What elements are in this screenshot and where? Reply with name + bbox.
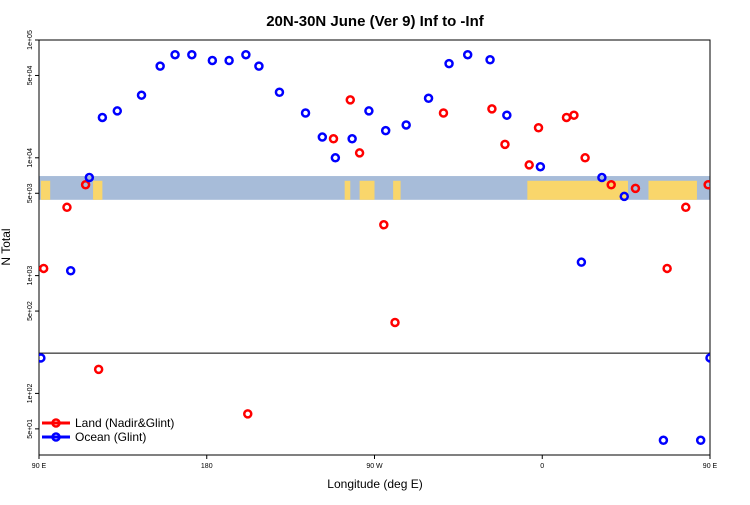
ocean-point <box>485 54 495 65</box>
y-tick-label: 5e+02 <box>27 301 34 321</box>
legend-label-land: Land (Nadir&Glint) <box>75 416 174 430</box>
ocean-point <box>380 125 391 136</box>
ocean-point <box>155 61 165 71</box>
ocean-point <box>423 93 434 104</box>
ocean-point <box>187 49 197 60</box>
ocean-point <box>39 353 46 363</box>
chart-title: 20N-30N June (Ver 9) Inf to -Inf <box>266 13 485 30</box>
ocean-point <box>317 132 328 142</box>
y-axis-label: N Total <box>0 228 13 265</box>
ocean-point <box>401 120 411 130</box>
series-land <box>39 95 727 419</box>
map-land <box>393 180 401 200</box>
y-tick-label: 5e+03 <box>27 183 34 203</box>
ocean-point <box>535 161 546 172</box>
ocean-point <box>170 49 180 60</box>
ocean-point <box>695 435 706 446</box>
map-land <box>648 180 697 200</box>
land-point <box>681 202 691 213</box>
map-land <box>344 180 351 200</box>
x-tick-label: 90 E <box>703 463 718 470</box>
x-tick-label: 0 <box>540 463 544 470</box>
ocean-point <box>274 87 285 98</box>
land-point <box>524 160 534 170</box>
land-point <box>630 183 641 194</box>
x-tick-label: 180 <box>201 463 213 470</box>
ocean-point <box>597 172 607 183</box>
y-tick-label: 1e+02 <box>27 383 34 403</box>
land-point <box>438 108 449 118</box>
legend-marker-ocean <box>51 432 61 442</box>
legend: Land (Nadir&Glint) Ocean (Glint) <box>42 416 174 444</box>
y-tick-label: 5e+01 <box>27 419 34 439</box>
land-point <box>62 202 72 213</box>
y-axis: 5e+01 1e+02 5e+02 1e+03 5e+03 1e+04 5e+04 1e+05 <box>27 30 39 439</box>
y-tick-label: 1e+04 <box>27 148 34 168</box>
y-tick-label: 1e+03 <box>27 266 34 286</box>
land-point <box>354 148 365 158</box>
ocean-point <box>742 267 749 274</box>
land-point <box>80 180 91 190</box>
ocean-point <box>462 49 473 60</box>
ocean-point <box>619 191 630 202</box>
land-point <box>390 317 400 328</box>
ocean-point <box>136 90 147 100</box>
ocean-point <box>112 106 123 116</box>
ocean-point <box>347 134 357 144</box>
land-point <box>243 409 253 419</box>
land-point <box>533 122 544 133</box>
land-point <box>39 263 49 274</box>
ocean-point <box>705 353 710 363</box>
land-point <box>580 153 590 163</box>
ocean-point <box>502 110 512 120</box>
map-land <box>527 180 628 200</box>
land-point <box>569 110 579 120</box>
ocean-point <box>207 55 218 66</box>
ocean-point <box>330 153 341 163</box>
ocean-point <box>254 61 264 71</box>
land-point <box>328 134 339 144</box>
x-axis-label: Longitude (deg E) <box>327 477 422 491</box>
ocean-point <box>364 106 374 116</box>
land-point <box>720 366 727 373</box>
land-point <box>561 112 572 123</box>
land-point <box>500 139 510 150</box>
ocean-point <box>300 108 311 118</box>
ocean-point <box>658 435 669 446</box>
y-tick-label: 1e+05 <box>27 30 34 50</box>
ocean-point <box>576 257 587 267</box>
ocean-point <box>224 55 234 66</box>
map-land <box>93 180 103 200</box>
land-point <box>487 104 497 114</box>
land-point <box>662 263 672 274</box>
ocean-point <box>241 49 251 60</box>
world-map-strip <box>39 176 710 200</box>
y-tick-label: 5e+04 <box>27 66 34 86</box>
legend-label-ocean: Ocean (Glint) <box>75 430 146 444</box>
series-ocean <box>39 49 749 446</box>
x-tick-label: 90 W <box>366 463 383 470</box>
map-land <box>359 180 375 200</box>
plot-frame <box>38 39 711 456</box>
legend-marker-land <box>51 418 61 428</box>
ocean-point <box>84 172 95 183</box>
ocean-point <box>65 265 76 276</box>
land-point <box>703 180 710 190</box>
land-point <box>345 95 356 105</box>
land-point <box>93 364 104 375</box>
land-point <box>606 180 616 190</box>
ocean-point <box>97 112 108 123</box>
ocean-point <box>444 58 454 69</box>
x-tick-label: 90 E <box>32 463 47 470</box>
map-land <box>40 180 51 200</box>
land-point <box>379 220 389 230</box>
data-points <box>39 49 749 446</box>
